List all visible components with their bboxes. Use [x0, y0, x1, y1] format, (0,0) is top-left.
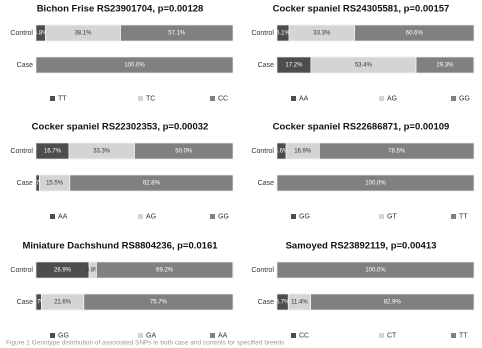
legend-label: GG: [218, 213, 229, 220]
value-label: 3.8%: [86, 268, 100, 274]
value-label: 11.4%: [291, 300, 308, 306]
value-label: 16.9%: [294, 149, 312, 155]
legend-swatch: [50, 333, 55, 338]
value-label: 75.7%: [150, 300, 168, 306]
value-label: 33.3%: [93, 149, 111, 155]
legend-label: CC: [299, 332, 309, 339]
bar-segment: [35, 56, 234, 74]
value-label: 29.3%: [436, 63, 454, 69]
value-label: 6.1%: [276, 31, 290, 37]
category-label: Case: [17, 62, 33, 69]
value-label: 82.8%: [143, 181, 161, 187]
value-label: 100.0%: [365, 181, 386, 187]
category-label: Control: [10, 148, 33, 155]
legend-swatch: [379, 96, 384, 101]
chart-title: Cocker spaniel RS22302353, p=0.00032: [32, 122, 209, 133]
legend-label: CC: [218, 95, 228, 102]
legend-label: AA: [299, 95, 309, 102]
value-label: 100.0%: [365, 268, 386, 274]
category-label: Control: [10, 30, 33, 37]
category-label: Control: [251, 267, 274, 274]
value-label: 2.7%: [32, 300, 46, 306]
caption: Figure 1 Genotype distribution of associ…: [6, 340, 285, 347]
bar-segment: [69, 174, 234, 192]
category-label: Control: [251, 148, 274, 155]
value-label: 17.2%: [285, 63, 303, 69]
value-label: 53.4%: [355, 63, 373, 69]
legend-swatch: [138, 96, 143, 101]
bar-segment: [120, 24, 234, 42]
legend-swatch: [50, 214, 55, 219]
legend-label: GG: [299, 213, 310, 220]
category-label: Control: [10, 267, 33, 274]
bar-segment: [276, 261, 475, 279]
legend-label: GA: [146, 332, 156, 339]
bar-segment: [310, 293, 475, 311]
chart-title: Cocker spaniel RS22686871, p=0.00109: [273, 122, 450, 133]
legend-label: AG: [387, 95, 397, 102]
category-label: Case: [258, 299, 274, 306]
legend-swatch: [451, 214, 456, 219]
legend-swatch: [291, 333, 296, 338]
legend-swatch: [451, 333, 456, 338]
value-label: 15.5%: [46, 181, 64, 187]
bar-segment: [96, 261, 234, 279]
legend-label: CT: [387, 332, 397, 339]
value-label: 78.5%: [388, 149, 406, 155]
value-label: 38.1%: [74, 31, 92, 37]
value-label: 4.8%: [34, 31, 48, 37]
value-label: 33.3%: [313, 31, 331, 37]
legend-label: TT: [459, 213, 468, 220]
chart-title: Miniature Dachshund RS8804236, p=0.0161: [22, 241, 218, 252]
value-label: 69.2%: [156, 268, 174, 274]
category-label: Case: [258, 62, 274, 69]
category-label: Case: [17, 180, 33, 187]
legend-swatch: [291, 214, 296, 219]
legend-swatch: [210, 96, 215, 101]
legend-swatch: [379, 333, 384, 338]
value-label: 16.7%: [44, 149, 62, 155]
legend-label: TT: [459, 332, 468, 339]
legend-label: TC: [146, 95, 155, 102]
value-label: 100.0%: [124, 63, 145, 69]
value-label: 60.6%: [406, 31, 424, 37]
legend-label: TT: [58, 95, 67, 102]
legend-swatch: [50, 96, 55, 101]
legend-label: AA: [58, 213, 68, 220]
chart-title: Samoyed RS23892119, p=0.00413: [286, 241, 437, 252]
legend-label: GT: [387, 213, 397, 220]
bar-segment: [83, 293, 234, 311]
legend-swatch: [138, 333, 143, 338]
chart-title: Bichon Frise RS23901704, p=0.00128: [37, 4, 204, 15]
legend-label: AA: [218, 332, 228, 339]
value-label: 82.9%: [384, 300, 402, 306]
bar-segment: [415, 56, 475, 74]
legend-label: AG: [146, 213, 156, 220]
legend-label: GG: [459, 95, 470, 102]
bar-segment: [134, 142, 234, 160]
legend-label: GG: [58, 332, 69, 339]
value-label: 21.6%: [54, 300, 72, 306]
value-label: 57.1%: [168, 31, 186, 37]
legend-swatch: [138, 214, 143, 219]
value-label: 1.7%: [31, 181, 45, 187]
bar-segment: [354, 24, 475, 42]
bar-segment: [319, 142, 475, 160]
legend-swatch: [210, 333, 215, 338]
category-label: Case: [17, 299, 33, 306]
legend-swatch: [291, 96, 296, 101]
legend-swatch: [210, 214, 215, 219]
category-label: Control: [251, 30, 274, 37]
bar-segment: [276, 174, 475, 192]
legend-swatch: [379, 214, 384, 219]
value-label: 26.9%: [54, 268, 72, 274]
category-label: Case: [258, 180, 274, 187]
chart-title: Cocker spaniel RS24305581, p=0.00157: [273, 4, 450, 15]
value-label: 4.6%: [275, 149, 289, 155]
legend-swatch: [451, 96, 456, 101]
value-label: 50.0%: [175, 149, 193, 155]
value-label: 5.7%: [276, 300, 290, 306]
